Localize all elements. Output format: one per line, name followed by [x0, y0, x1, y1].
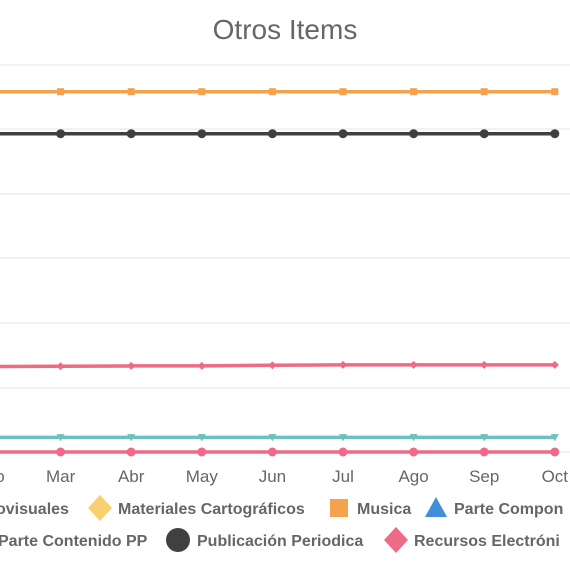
data-point[interactable]	[551, 88, 559, 96]
data-point[interactable]	[198, 88, 206, 96]
data-point[interactable]	[268, 88, 276, 96]
data-point[interactable]	[339, 360, 347, 369]
data-point[interactable]	[479, 447, 489, 457]
legend-item[interactable]: ovisuales	[0, 501, 69, 518]
x-tick-label: Jul	[332, 467, 354, 486]
legend-item[interactable]: Parte Contenido PP	[0, 533, 148, 550]
data-point[interactable]	[57, 88, 65, 96]
legend-item[interactable]: Musica	[330, 499, 411, 518]
series-audiovisuales	[0, 447, 560, 457]
x-tick-label: Sep	[469, 467, 499, 486]
legend-marker-icon	[166, 528, 190, 552]
legend-label: Publicación Periodica	[197, 533, 363, 550]
data-point[interactable]	[339, 434, 347, 442]
x-tick-label: May	[186, 467, 219, 486]
data-point[interactable]	[339, 88, 347, 96]
x-tick-label: Abr	[118, 467, 145, 486]
series-parte-componente	[0, 434, 559, 442]
x-tick-label: o	[0, 467, 5, 486]
x-axis-ticks: o Mar Abr May Jun Jul Ago Sep Oct	[0, 467, 568, 486]
x-tick-label: Jun	[259, 467, 286, 486]
data-point[interactable]	[127, 88, 135, 96]
series-line	[0, 363, 555, 369]
data-point[interactable]	[409, 434, 418, 442]
legend-label: Materiales Cartográficos	[118, 501, 305, 518]
legend: ovisuales Materiales Cartográficos Musica P…	[0, 495, 563, 553]
data-point[interactable]	[197, 129, 207, 139]
data-point[interactable]	[550, 447, 560, 457]
legend-label: Parte Compon	[454, 501, 563, 518]
data-point[interactable]	[197, 434, 206, 442]
data-point[interactable]	[550, 434, 559, 442]
data-point[interactable]	[267, 129, 277, 139]
legend-item[interactable]: Parte Compon	[425, 497, 563, 518]
legend-label: Musica	[357, 501, 411, 518]
data-point[interactable]	[409, 447, 419, 457]
legend-marker-icon	[384, 527, 408, 553]
chart-title: Otros Items	[213, 14, 358, 45]
data-point[interactable]	[409, 129, 419, 139]
data-point[interactable]	[480, 360, 489, 369]
data-point[interactable]	[126, 447, 136, 457]
data-point[interactable]	[127, 434, 136, 442]
data-point[interactable]	[550, 129, 560, 139]
data-point[interactable]	[56, 362, 65, 371]
legend-label: Parte Contenido PP	[0, 533, 148, 550]
legend-marker-icon	[88, 495, 112, 521]
data-point[interactable]	[480, 434, 489, 442]
x-tick-label: Mar	[46, 467, 76, 486]
legend-marker-icon	[330, 499, 348, 517]
legend-marker-icon	[425, 497, 447, 517]
data-point[interactable]	[550, 360, 559, 369]
x-tick-label: Ago	[398, 467, 428, 486]
series-publicación-periodica	[0, 129, 560, 139]
data-point[interactable]	[56, 434, 65, 442]
data-point[interactable]	[126, 129, 136, 139]
data-point[interactable]	[56, 447, 66, 457]
gridlines	[0, 64, 570, 453]
data-point[interactable]	[479, 129, 489, 139]
data-point[interactable]	[268, 361, 277, 370]
data-point[interactable]	[410, 88, 418, 96]
data-point[interactable]	[268, 434, 277, 442]
data-point[interactable]	[127, 361, 136, 370]
legend-label: ovisuales	[0, 501, 69, 518]
series-musica	[0, 88, 559, 96]
series-layer	[0, 88, 560, 457]
data-point[interactable]	[480, 88, 488, 96]
x-tick-label: Oct	[542, 467, 569, 486]
legend-item[interactable]: Publicación Periodica	[166, 528, 363, 552]
legend-item[interactable]: Materiales Cartográficos	[88, 495, 305, 521]
legend-label: Recursos Electróni	[414, 533, 560, 550]
data-point[interactable]	[338, 129, 348, 139]
data-point[interactable]	[197, 447, 207, 457]
data-point[interactable]	[56, 129, 66, 139]
data-point[interactable]	[197, 361, 206, 370]
data-point[interactable]	[338, 447, 348, 457]
data-point[interactable]	[409, 360, 418, 369]
legend-item[interactable]: Recursos Electróni	[384, 527, 560, 553]
series-recursos-electrónicos	[0, 360, 559, 371]
data-point[interactable]	[267, 447, 277, 457]
